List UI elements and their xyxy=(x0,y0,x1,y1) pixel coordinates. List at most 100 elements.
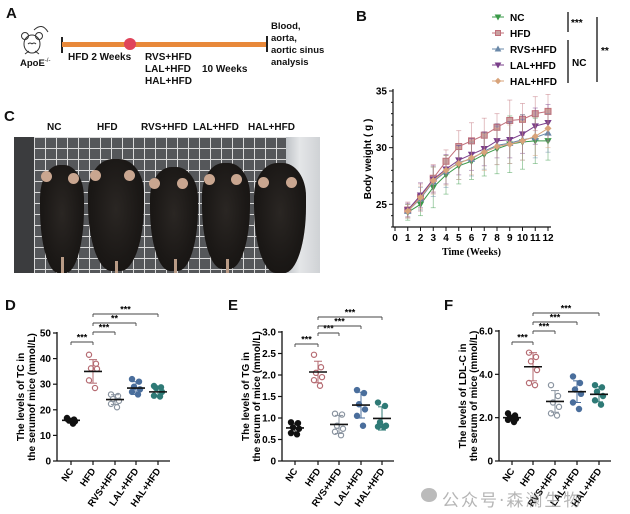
data-point xyxy=(310,351,318,358)
data-point xyxy=(404,207,412,215)
panel-a-letter: A xyxy=(6,5,17,22)
y-axis-label: The levels of LDL-C in xyxy=(458,343,469,448)
data-point xyxy=(113,404,121,411)
sig-label: *** xyxy=(301,335,312,345)
sig-label: *** xyxy=(323,324,334,334)
legend-marker xyxy=(494,14,502,21)
data-point xyxy=(553,412,561,419)
y-tick-label: 40 xyxy=(40,354,52,365)
timeline-end-tick xyxy=(266,36,268,52)
panel-f-letter: F xyxy=(444,297,454,314)
x-axis-label: Time (Weeks) xyxy=(442,247,501,258)
data-point xyxy=(531,132,539,140)
tc-scatter-chart: 0 10 20 30 40 50 The levels of TC in the serumo… xyxy=(16,305,170,509)
mouse-ear xyxy=(68,173,79,184)
legend-marker xyxy=(494,77,502,85)
legend-marker xyxy=(494,45,502,52)
x-tick-label: 6 xyxy=(469,233,475,244)
photo-label-rvs: RVS+HFD xyxy=(141,122,188,133)
mouse-tail xyxy=(174,259,177,273)
data-point xyxy=(531,381,539,389)
y-axis-label: the serum of mice (mmol/L) xyxy=(469,331,480,462)
y-axis-label: the serum of mice (mmol/L) xyxy=(252,331,263,462)
panel-c-letter: C xyxy=(4,108,15,125)
photo-label-nc: NC xyxy=(47,122,62,133)
mouse-ear xyxy=(231,174,242,185)
mice-photo xyxy=(14,137,320,273)
y-tick-label: 30 xyxy=(40,380,52,391)
x-tick-label: 11 xyxy=(530,233,541,244)
y-tick-label: 2.0 xyxy=(479,413,493,424)
data-point xyxy=(361,406,369,413)
y-tick-label: 2.5 xyxy=(262,349,276,360)
strain-name: ApoE xyxy=(20,58,45,70)
photo-label-hfd: HFD xyxy=(97,122,118,133)
x-tick-label: 8 xyxy=(494,233,500,244)
mouse-ear xyxy=(124,170,135,181)
phase2-label: 10 Weeks xyxy=(202,64,248,75)
group-label: LAL+HFD xyxy=(145,64,191,75)
x-tick-label: 5 xyxy=(456,233,462,244)
x-tick-label: 0 xyxy=(392,233,398,244)
y-axis-label: The levels of TG in xyxy=(241,352,252,441)
legend-label: LAL+HFD xyxy=(510,61,556,72)
data-point xyxy=(493,143,501,151)
data-point xyxy=(339,425,347,432)
series-line-rvs-hfd xyxy=(407,132,549,212)
data-point xyxy=(128,375,136,383)
sig-label: ** xyxy=(601,46,609,57)
mouse-ear xyxy=(286,177,297,188)
x-tick-label: HFD xyxy=(78,466,98,488)
y-tick-label: 3.0 xyxy=(262,328,276,339)
panel-e-letter: E xyxy=(228,297,239,314)
mouse-strain-label: ApoE-/- xyxy=(20,58,50,69)
x-tick-label: HFD xyxy=(303,466,323,488)
treatment-start-marker xyxy=(124,38,136,50)
data-point xyxy=(150,392,158,399)
data-point xyxy=(416,194,425,202)
x-tick-label: 12 xyxy=(542,233,554,244)
sig-label: *** xyxy=(571,18,583,29)
data-point xyxy=(547,410,555,417)
series-line-hal-hfd xyxy=(407,127,549,212)
y-tick-label: 2.0 xyxy=(262,371,276,382)
data-point xyxy=(532,353,540,361)
data-point xyxy=(374,423,382,430)
data-point xyxy=(555,403,563,411)
mouse-tail xyxy=(61,257,64,273)
legend-label: NC xyxy=(510,13,524,24)
data-point xyxy=(359,422,367,429)
y-tick-label: 0 xyxy=(45,457,51,468)
group-label: HAL+HFD xyxy=(145,76,192,87)
legend-label: RVS+HFD xyxy=(510,45,557,56)
data-point xyxy=(544,124,552,132)
mouse-ear xyxy=(41,171,52,182)
series-line-lal-hfd xyxy=(407,122,549,211)
data-point xyxy=(467,154,476,162)
sig-label: *** xyxy=(120,305,131,315)
phase1-label: HFD 2 Weeks xyxy=(68,52,132,63)
mouse-ear xyxy=(149,178,160,189)
data-point xyxy=(107,400,115,408)
photo-label-hal: HAL+HFD xyxy=(248,122,295,133)
data-point xyxy=(480,148,488,156)
data-point xyxy=(518,137,527,145)
legend-marker xyxy=(494,62,502,69)
data-point xyxy=(318,373,326,381)
y-tick-label: 50 xyxy=(40,329,52,340)
data-point xyxy=(442,166,450,174)
data-point xyxy=(287,419,295,426)
endpoint-line: aorta, xyxy=(271,33,297,44)
data-point xyxy=(338,411,346,418)
mouse-ear xyxy=(177,178,188,189)
legend-label: HFD xyxy=(510,29,531,40)
group-label: RVS+HFD xyxy=(145,52,192,63)
data-point xyxy=(92,360,100,367)
strain-genotype: -/- xyxy=(44,58,51,64)
y-tick-label: 20 xyxy=(40,405,52,416)
data-point xyxy=(597,401,605,408)
y-tick-label: 4.0 xyxy=(479,370,493,381)
y-tick-label: 25 xyxy=(376,200,388,211)
x-tick-label: NC xyxy=(284,466,301,484)
